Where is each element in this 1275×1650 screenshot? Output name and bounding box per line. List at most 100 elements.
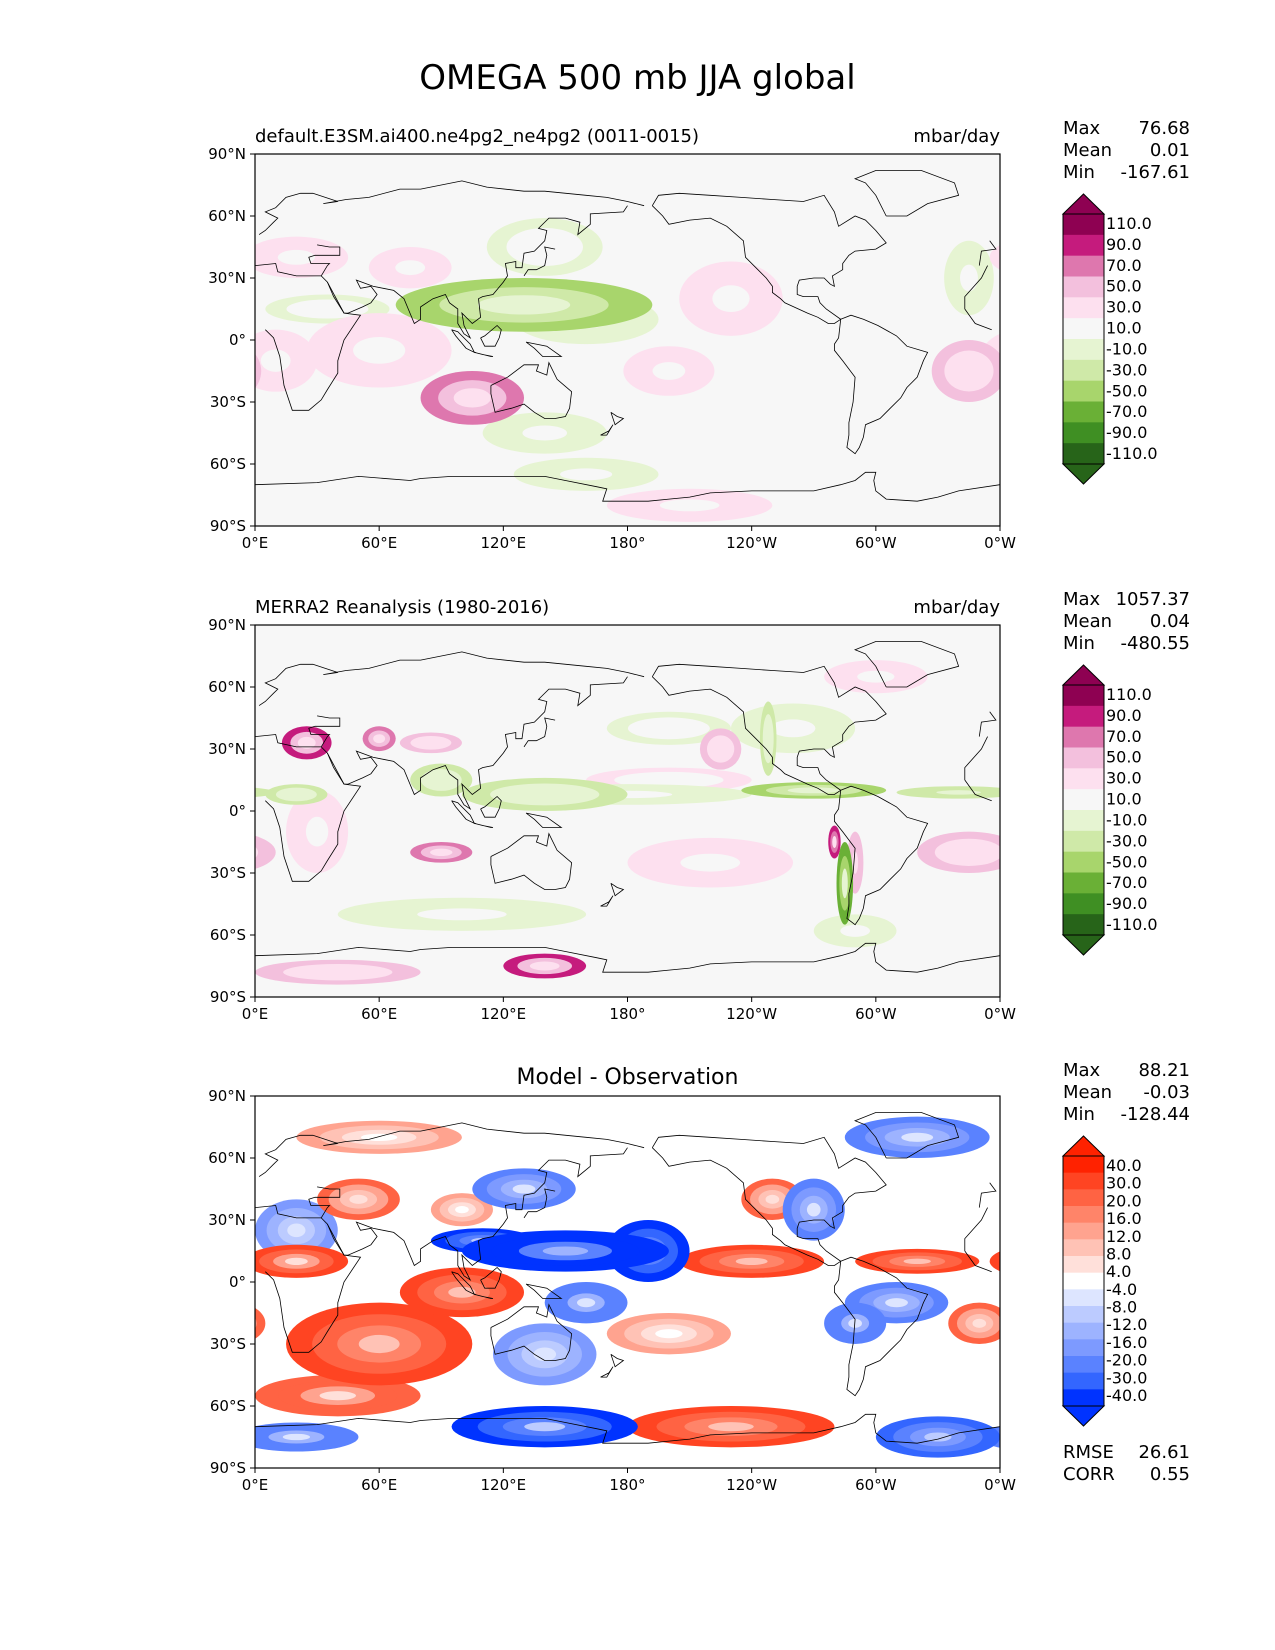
coastline	[600, 1366, 614, 1378]
field-blob	[419, 739, 443, 747]
coastline	[255, 471, 1000, 502]
colorbar-segment	[1063, 789, 1104, 811]
colorbar-level-label: 70.0	[1106, 256, 1142, 275]
field-blob	[652, 362, 686, 380]
coastline	[610, 1353, 625, 1368]
colorbar-extend-max	[1061, 1135, 1106, 1157]
field-blob	[989, 244, 1000, 270]
coastline	[490, 832, 573, 890]
colorbar-segment	[1063, 872, 1104, 894]
stat-label: Mean	[1063, 140, 1112, 161]
coastline	[651, 192, 887, 324]
stat-value: 76.68	[1138, 118, 1190, 139]
field-blob	[353, 336, 406, 364]
field-blob	[765, 725, 772, 753]
field-blob	[885, 1298, 908, 1308]
field-blob	[255, 1317, 257, 1329]
panel-left-title: MERRA2 Reanalysis (1980-2016)	[255, 597, 549, 618]
metric-label: CORR	[1063, 1464, 1115, 1485]
field-blob	[765, 1194, 780, 1204]
field-blob	[950, 844, 988, 860]
colorbar-extend-min	[1061, 463, 1106, 485]
field-blob	[373, 734, 386, 744]
colorbar-segment	[1063, 830, 1104, 853]
metric-label: RMSE	[1063, 1442, 1114, 1463]
colorbar-segment	[1063, 1156, 1104, 1174]
coastline	[480, 1266, 502, 1289]
field-blob	[282, 1433, 311, 1441]
lat-tick-label: 90°N	[208, 145, 246, 163]
colorbar-segment	[1063, 705, 1104, 728]
panel-obs: 90°N 60°N 30°N 0° 30°S 60°S 90°S0°E 60°E 120°E 18…	[208, 589, 1190, 1023]
colorbar-segment	[1063, 810, 1104, 832]
colorbar-level-label: 90.0	[1106, 235, 1142, 254]
stat-label: Mean	[1063, 1082, 1112, 1103]
colorbar-segment	[1063, 1322, 1104, 1340]
colorbar-frame	[1062, 1155, 1105, 1407]
field-blob	[455, 1206, 469, 1214]
field-blob	[960, 264, 978, 292]
coastline	[308, 715, 341, 748]
lon-tick-label: 180°	[609, 1476, 645, 1494]
field-blob	[522, 425, 568, 441]
colorbar: 110.0 90.0 70.0 50.0 30.0 10.0-10.0 -30.0 -50.0…	[1061, 193, 1158, 485]
stat-value: -128.44	[1121, 1104, 1190, 1125]
field-blob	[840, 924, 871, 937]
metric-value: 0.55	[1150, 1464, 1190, 1485]
stat-value: 88.21	[1138, 1060, 1190, 1081]
panel-diff: 90°N 60°N 30°N 0° 30°S 60°S 90°S0°E 60°E 120°E 18…	[208, 1060, 1190, 1494]
field-blob	[924, 1432, 952, 1442]
coastline	[327, 1147, 628, 1282]
coastline	[525, 1283, 563, 1299]
lat-tick-label: 90°N	[208, 616, 246, 634]
field-blob	[307, 967, 368, 977]
colorbar-level-label: -50.0	[1106, 381, 1147, 400]
colorbar-segment	[1063, 685, 1104, 707]
lon-tick-label: 60°E	[361, 1476, 397, 1494]
lon-tick-label: 0°E	[242, 1476, 269, 1494]
field-blob	[305, 816, 329, 847]
coastline	[255, 942, 1000, 973]
colorbar-level-label: 30.0	[1106, 298, 1142, 317]
colorbar-segment	[1063, 914, 1104, 936]
panel-units: mbar/day	[913, 597, 1000, 618]
coastline	[474, 352, 494, 357]
colorbar-segment	[1063, 747, 1104, 769]
lon-tick-label: 60°E	[361, 1005, 397, 1023]
field-blob	[255, 787, 276, 798]
colorbar-level-label: -90.0	[1106, 423, 1147, 442]
colorbar-level-label: 10.0	[1106, 319, 1142, 338]
lat-tick-label: 0°	[229, 331, 246, 349]
lon-tick-label: 60°W	[855, 534, 897, 552]
lat-tick-label: 30°S	[210, 864, 246, 882]
colorbar-segment	[1063, 851, 1104, 873]
field-blob	[430, 848, 453, 857]
colorbar-segment	[1063, 214, 1104, 236]
field-blob	[285, 790, 308, 799]
field-blob	[639, 775, 699, 785]
lat-tick-label: 30°N	[208, 740, 246, 758]
colorbar-level-label: -10.0	[1106, 810, 1147, 829]
stat-label: Min	[1063, 633, 1095, 654]
stat-label: Max	[1063, 118, 1101, 139]
stat-label: Min	[1063, 162, 1095, 183]
stat-label: Min	[1063, 1104, 1095, 1125]
coastline	[523, 246, 556, 277]
colorbar-segment	[1063, 276, 1104, 298]
colorbar-level-label: 10.0	[1106, 790, 1142, 809]
coastline	[525, 341, 563, 357]
colorbar-segment	[1063, 255, 1104, 277]
coastline	[327, 205, 628, 340]
lat-tick-label: 60°N	[208, 207, 246, 225]
colorbar-segment	[1063, 359, 1104, 382]
field-blob	[659, 499, 720, 512]
colorbar-level-label: -10.0	[1106, 339, 1147, 358]
lat-tick-label: 60°N	[208, 1149, 246, 1167]
panel-center-title: Model - Observation	[517, 1065, 739, 1090]
lon-tick-label: 0°W	[984, 534, 1016, 552]
colorbar-extend-min	[1061, 934, 1106, 956]
colorbar: 40.030.020.016.012.08.04.0-4.0-8.0-12.0-…	[1061, 1135, 1147, 1427]
field-blob	[287, 1223, 306, 1238]
coastline	[600, 895, 614, 907]
colorbar-segment	[1063, 1239, 1104, 1257]
